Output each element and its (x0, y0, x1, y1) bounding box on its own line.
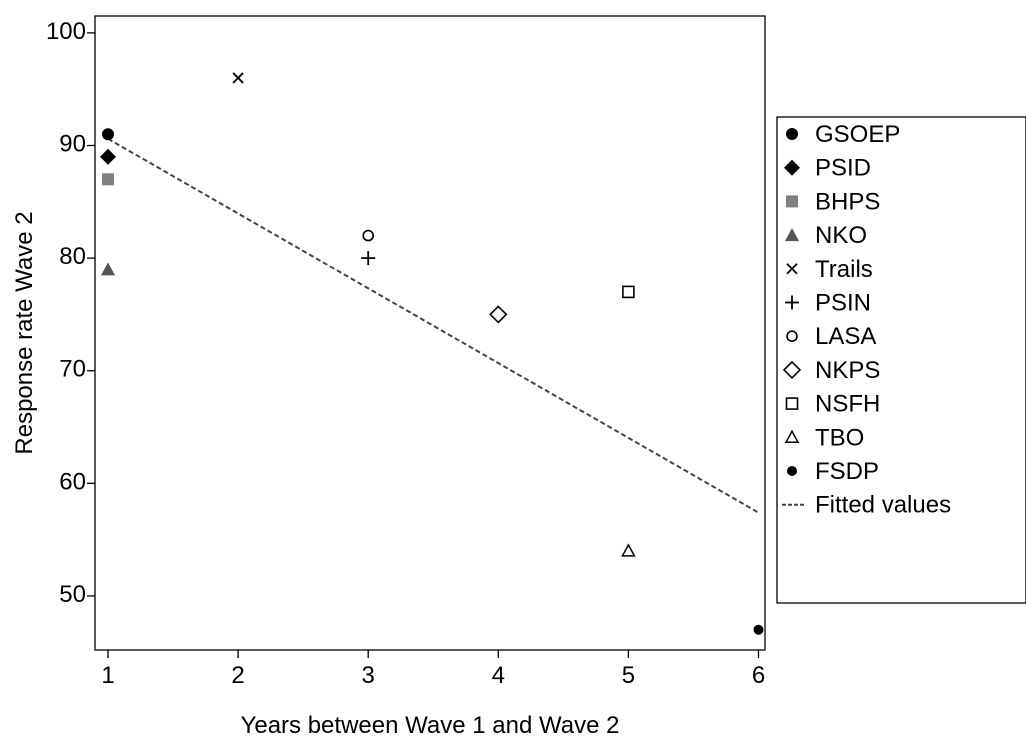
legend-label-lasa: LASA (815, 323, 876, 350)
legend-label-nkps: NKPS (815, 357, 880, 384)
x-tick-label: 4 (492, 662, 505, 689)
x-axis: 1 2 3 4 5 6 (101, 650, 765, 689)
plot-area-frame (94, 15, 766, 651)
legend-label-tbo: TBO (815, 424, 864, 451)
legend-items: GSOEP PSID BHPS NKO Trails PSIN LASA NKPS NSFH TB… (782, 121, 951, 519)
legend-marker-bhps (786, 195, 798, 208)
legend-label-nko: NKO (815, 222, 867, 249)
data-point-nsfh (622, 285, 635, 299)
legend-marker-nsfh (785, 397, 799, 410)
legend-frame (776, 116, 1026, 604)
legend: GSOEP PSID BHPS NKO Trails PSIN LASA NKPS NSFH TB… (776, 116, 1026, 604)
y-axis: 50 60 70 80 90 100 (46, 18, 95, 608)
legend-marker-nkps (782, 360, 802, 380)
data-points-layer (100, 72, 764, 635)
legend-label-nsfh: NSFH (815, 391, 880, 418)
y-tick-label: 80 (59, 243, 86, 270)
fitted-values-line (107, 137, 759, 514)
y-axis-title: Response rate Wave 2 (11, 211, 38, 454)
data-point-nkps (489, 305, 508, 324)
data-point-tbo (621, 543, 636, 557)
fitted-line-layer (107, 137, 759, 514)
data-point-bhps (102, 173, 115, 186)
legend-marker-gsoep (786, 128, 798, 140)
legend-label-gsoep: GSOEP (815, 121, 900, 148)
x-tick-label: 2 (231, 662, 244, 689)
data-point-psin (361, 251, 376, 266)
legend-label-psid: PSID (815, 155, 871, 182)
legend-marker-psin (785, 295, 799, 310)
legend-label-fitted-values: Fitted values (815, 492, 951, 519)
y-tick-label: 90 (59, 131, 86, 158)
data-point-trails (232, 72, 244, 84)
legend-marker-tbo (784, 429, 800, 444)
legend-marker-nko (785, 228, 799, 242)
legend-marker-fsdp (787, 466, 797, 476)
x-axis-title: Years between Wave 1 and Wave 2 (241, 712, 620, 739)
legend-marker-psid (784, 159, 800, 176)
y-tick-label: 50 (59, 581, 86, 608)
y-tick-label: 100 (46, 18, 86, 45)
data-point-lasa (362, 229, 375, 242)
data-point-nko (101, 262, 116, 276)
legend-label-bhps: BHPS (815, 188, 880, 215)
legend-label-fsdp: FSDP (815, 458, 879, 485)
data-point-fsdp (753, 624, 764, 635)
x-tick-label: 6 (752, 662, 765, 689)
data-point-gsoep (102, 128, 115, 141)
legend-label-psin: PSIN (815, 290, 871, 317)
legend-marker-lasa (786, 330, 798, 343)
legend-marker-trails (786, 263, 798, 275)
y-tick-label: 60 (59, 468, 86, 495)
y-tick-label: 70 (59, 356, 86, 383)
data-point-psid (100, 148, 117, 165)
legend-label-trails: Trails (815, 256, 873, 283)
x-tick-label: 1 (101, 662, 114, 689)
x-tick-label: 5 (622, 662, 635, 689)
x-tick-label: 3 (362, 662, 375, 689)
